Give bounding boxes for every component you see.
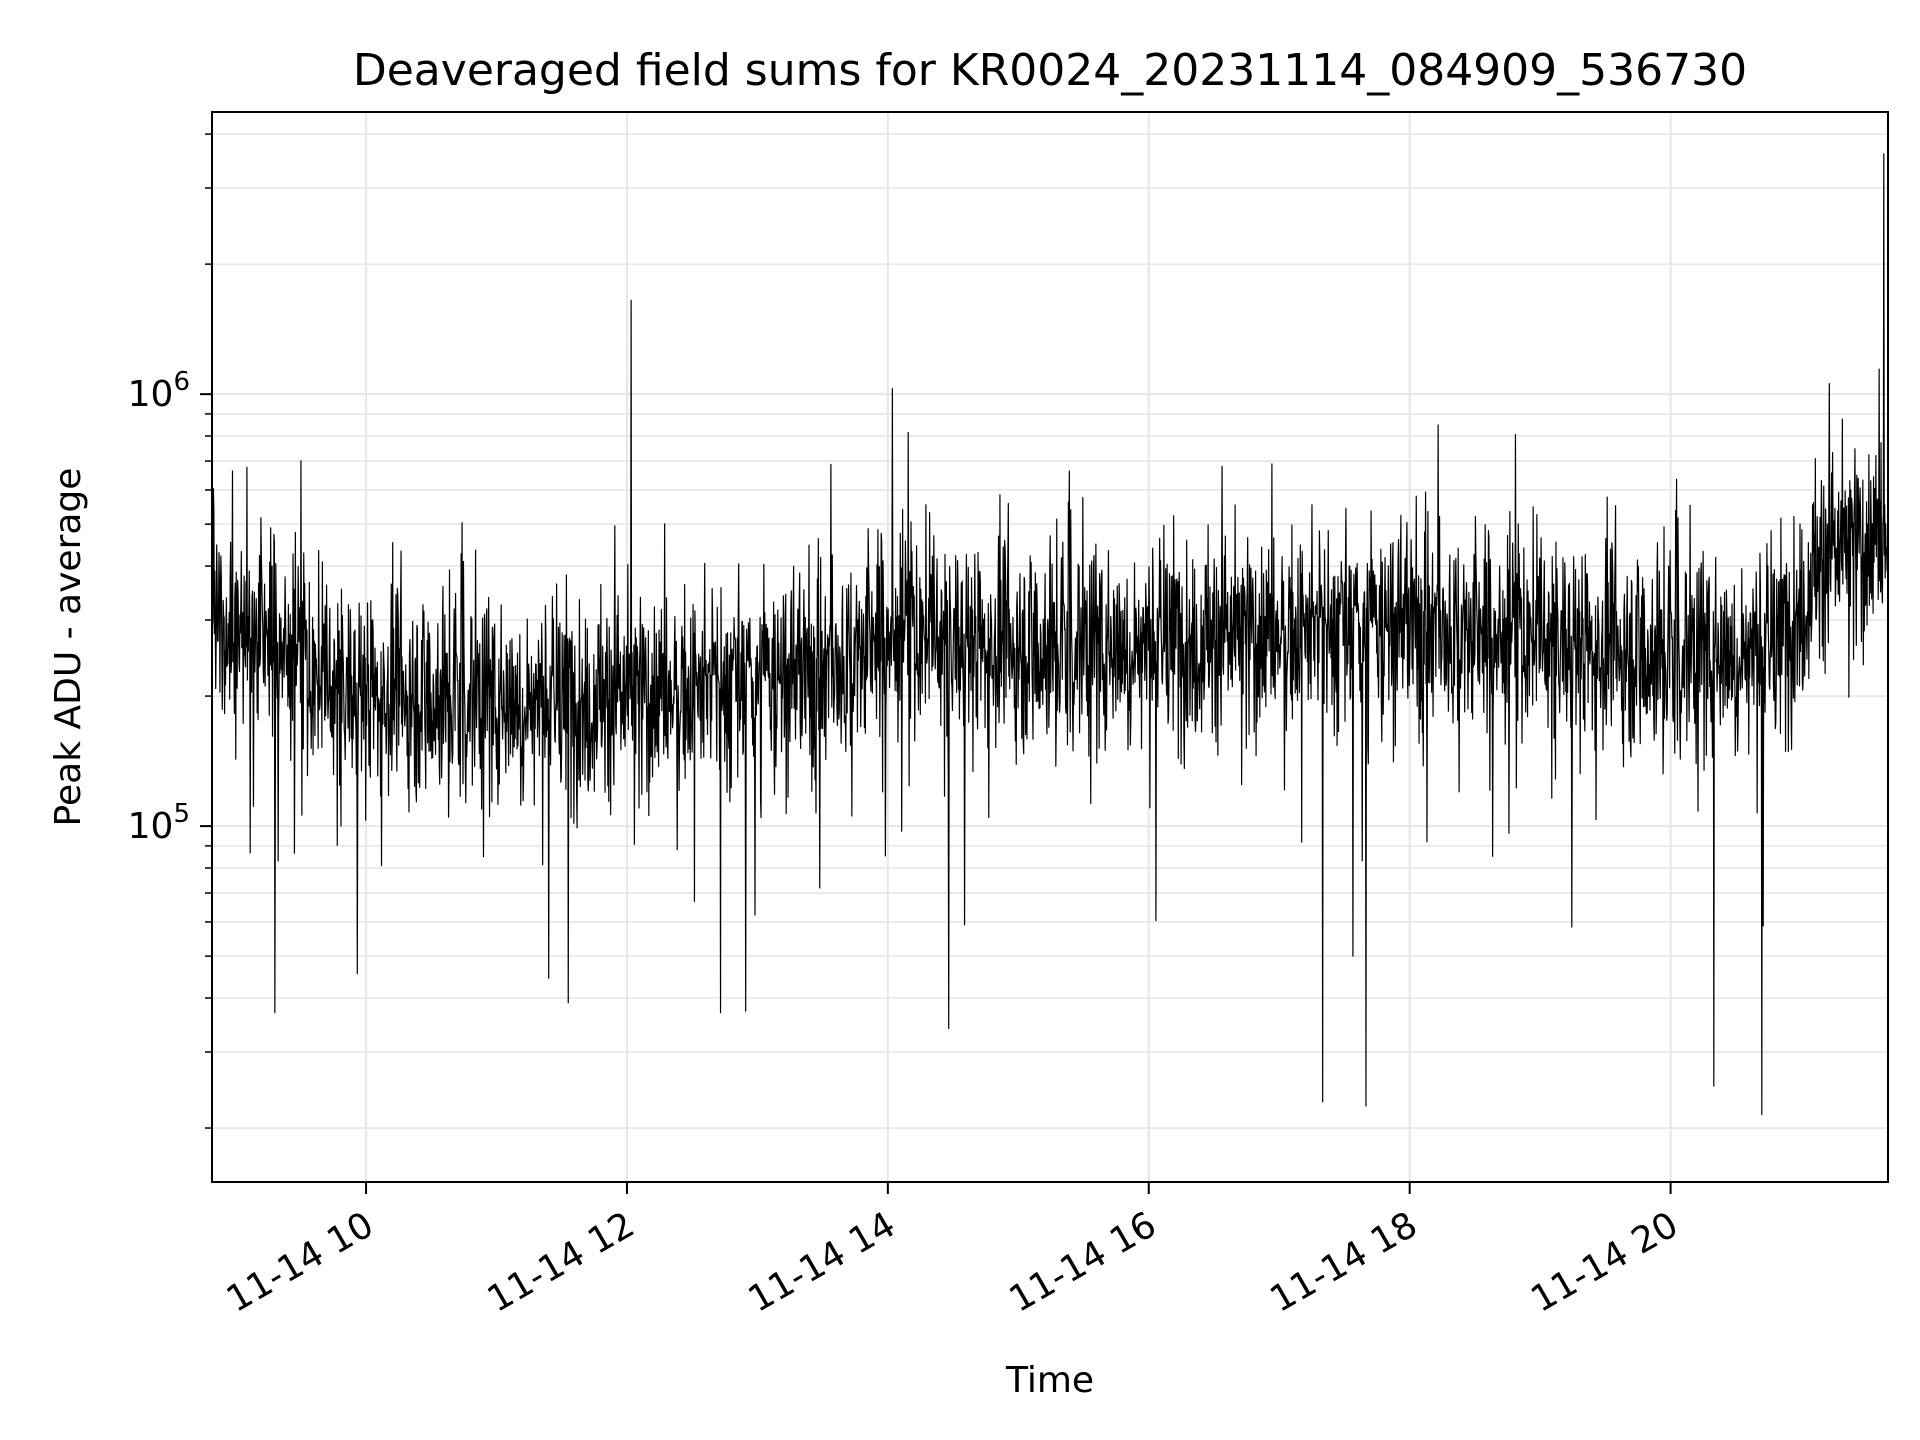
y-tick-label: 106 bbox=[128, 367, 190, 415]
x-axis-label: Time bbox=[1005, 1360, 1094, 1401]
y-tick-label: 105 bbox=[128, 799, 190, 847]
y-axis-label: Peak ADU - average bbox=[48, 468, 89, 827]
plot-area bbox=[212, 153, 1888, 1116]
series-line bbox=[212, 153, 1888, 1116]
chart-title: Deaveraged field sums for KR0024_2023111… bbox=[353, 45, 1747, 96]
axes-frame bbox=[211, 111, 1889, 1183]
y-axis: 105 106 bbox=[128, 133, 212, 1129]
